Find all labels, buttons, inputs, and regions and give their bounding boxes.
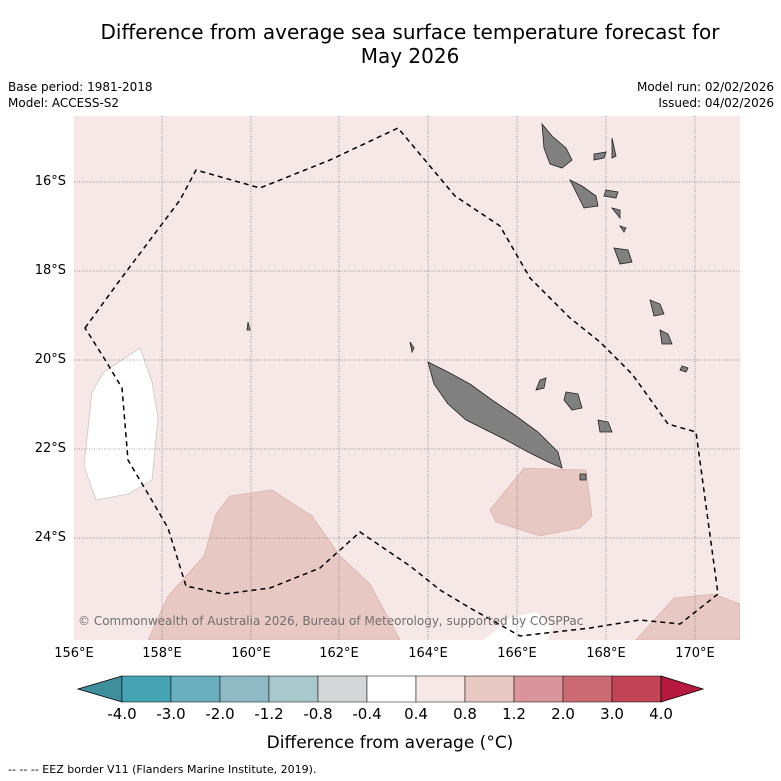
island-small-vanuatu-1 (610, 207, 621, 220)
colorbar-tick-label: 3.0 (600, 705, 624, 723)
anomaly-region-warm-south (147, 489, 401, 640)
anomaly-region-neutral-south (484, 612, 552, 640)
island-lifou (563, 391, 583, 411)
anomaly-region-warm-east (489, 467, 593, 537)
colorbar-tick-label: -1.2 (254, 705, 284, 723)
colorbar-segment (464, 675, 515, 703)
colorbar-segment (611, 675, 662, 703)
island-new-caledonia (427, 361, 563, 469)
copyright-notice: © Commonwealth of Australia 2026, Bureau… (78, 614, 584, 628)
colorbar-extend-high (660, 675, 705, 703)
island-small-vanuatu-2 (619, 225, 627, 233)
lon-label: 166°E (497, 646, 537, 661)
colorbar (76, 675, 705, 703)
lon-label: 168°E (586, 646, 626, 661)
island-malakula (569, 179, 599, 209)
eez-legend-footer: -- -- -- EEZ border V11 (Flanders Marine… (8, 763, 317, 776)
island-erromango (649, 299, 665, 317)
colorbar-segment (219, 675, 270, 703)
island-ouvea (535, 377, 547, 391)
chart-title-line1: Difference from average sea surface temp… (100, 20, 720, 44)
colorbar-extend-low (76, 675, 123, 703)
lon-label: 158°E (142, 646, 182, 661)
landmasses (246, 122, 689, 481)
colorbar-segment (513, 675, 564, 703)
colorbar-tick-label: 2.0 (551, 705, 575, 723)
lat-label: 22°S (34, 441, 66, 456)
lat-label: 18°S (34, 263, 66, 278)
gridlines (74, 116, 740, 640)
colorbar-segment (562, 675, 613, 703)
colorbar-segment (415, 675, 466, 703)
colorbar-tick-label: 1.2 (502, 705, 526, 723)
colorbar-tick-label: 0.4 (404, 705, 428, 723)
colorbar-tick-label: -0.4 (352, 705, 382, 723)
island-tanna (659, 329, 673, 345)
lon-label: 170°E (675, 646, 715, 661)
model-run: Model run: 02/02/2026 (636, 80, 774, 94)
colorbar-segment (366, 675, 417, 703)
colorbar-segment (121, 675, 172, 703)
island-epi (603, 189, 619, 199)
lon-label: 156°E (54, 646, 94, 661)
island-mare (597, 419, 613, 433)
island-efate (613, 247, 633, 265)
anomaly-region-neutral (83, 347, 159, 501)
island-ambae (593, 151, 607, 161)
colorbar-tick-label: 0.8 (453, 705, 477, 723)
colorbar-title: Difference from average (°C) (150, 733, 630, 753)
lat-label: 16°S (34, 174, 66, 189)
island-chesterfield (246, 321, 251, 331)
lon-label: 164°E (408, 646, 448, 661)
chart-title-line2: May 2026 (360, 44, 460, 68)
eez-border (84, 127, 719, 637)
island-belep (409, 341, 415, 354)
island-small-east (679, 365, 689, 373)
lon-label: 162°E (319, 646, 359, 661)
colorbar-segment (268, 675, 319, 703)
colorbar-tick-label: 4.0 (649, 705, 673, 723)
lat-label: 24°S (34, 530, 66, 545)
base-period: Base period: 1981-2018 (8, 80, 153, 94)
anomaly-region-base (74, 116, 740, 640)
lon-label: 160°E (231, 646, 271, 661)
island-isle-of-pines (579, 473, 587, 481)
colorbar-title-unit: °C) (486, 733, 514, 753)
lat-label: 20°S (34, 352, 66, 367)
colorbar-segment (317, 675, 368, 703)
colorbar-tick-label: -0.8 (303, 705, 333, 723)
island-pentecost (611, 137, 617, 159)
island-espiritu-santo (541, 122, 573, 169)
issued-date: Issued: 04/02/2026 (658, 96, 774, 110)
colorbar-tick-label: -4.0 (107, 705, 137, 723)
colorbar-segment (170, 675, 221, 703)
model-name: Model: ACCESS-S2 (8, 96, 120, 110)
colorbar-title-text: Difference from average ( (266, 733, 487, 753)
colorbar-tick-label: -3.0 (156, 705, 186, 723)
colorbar-tick-label: -2.0 (205, 705, 235, 723)
